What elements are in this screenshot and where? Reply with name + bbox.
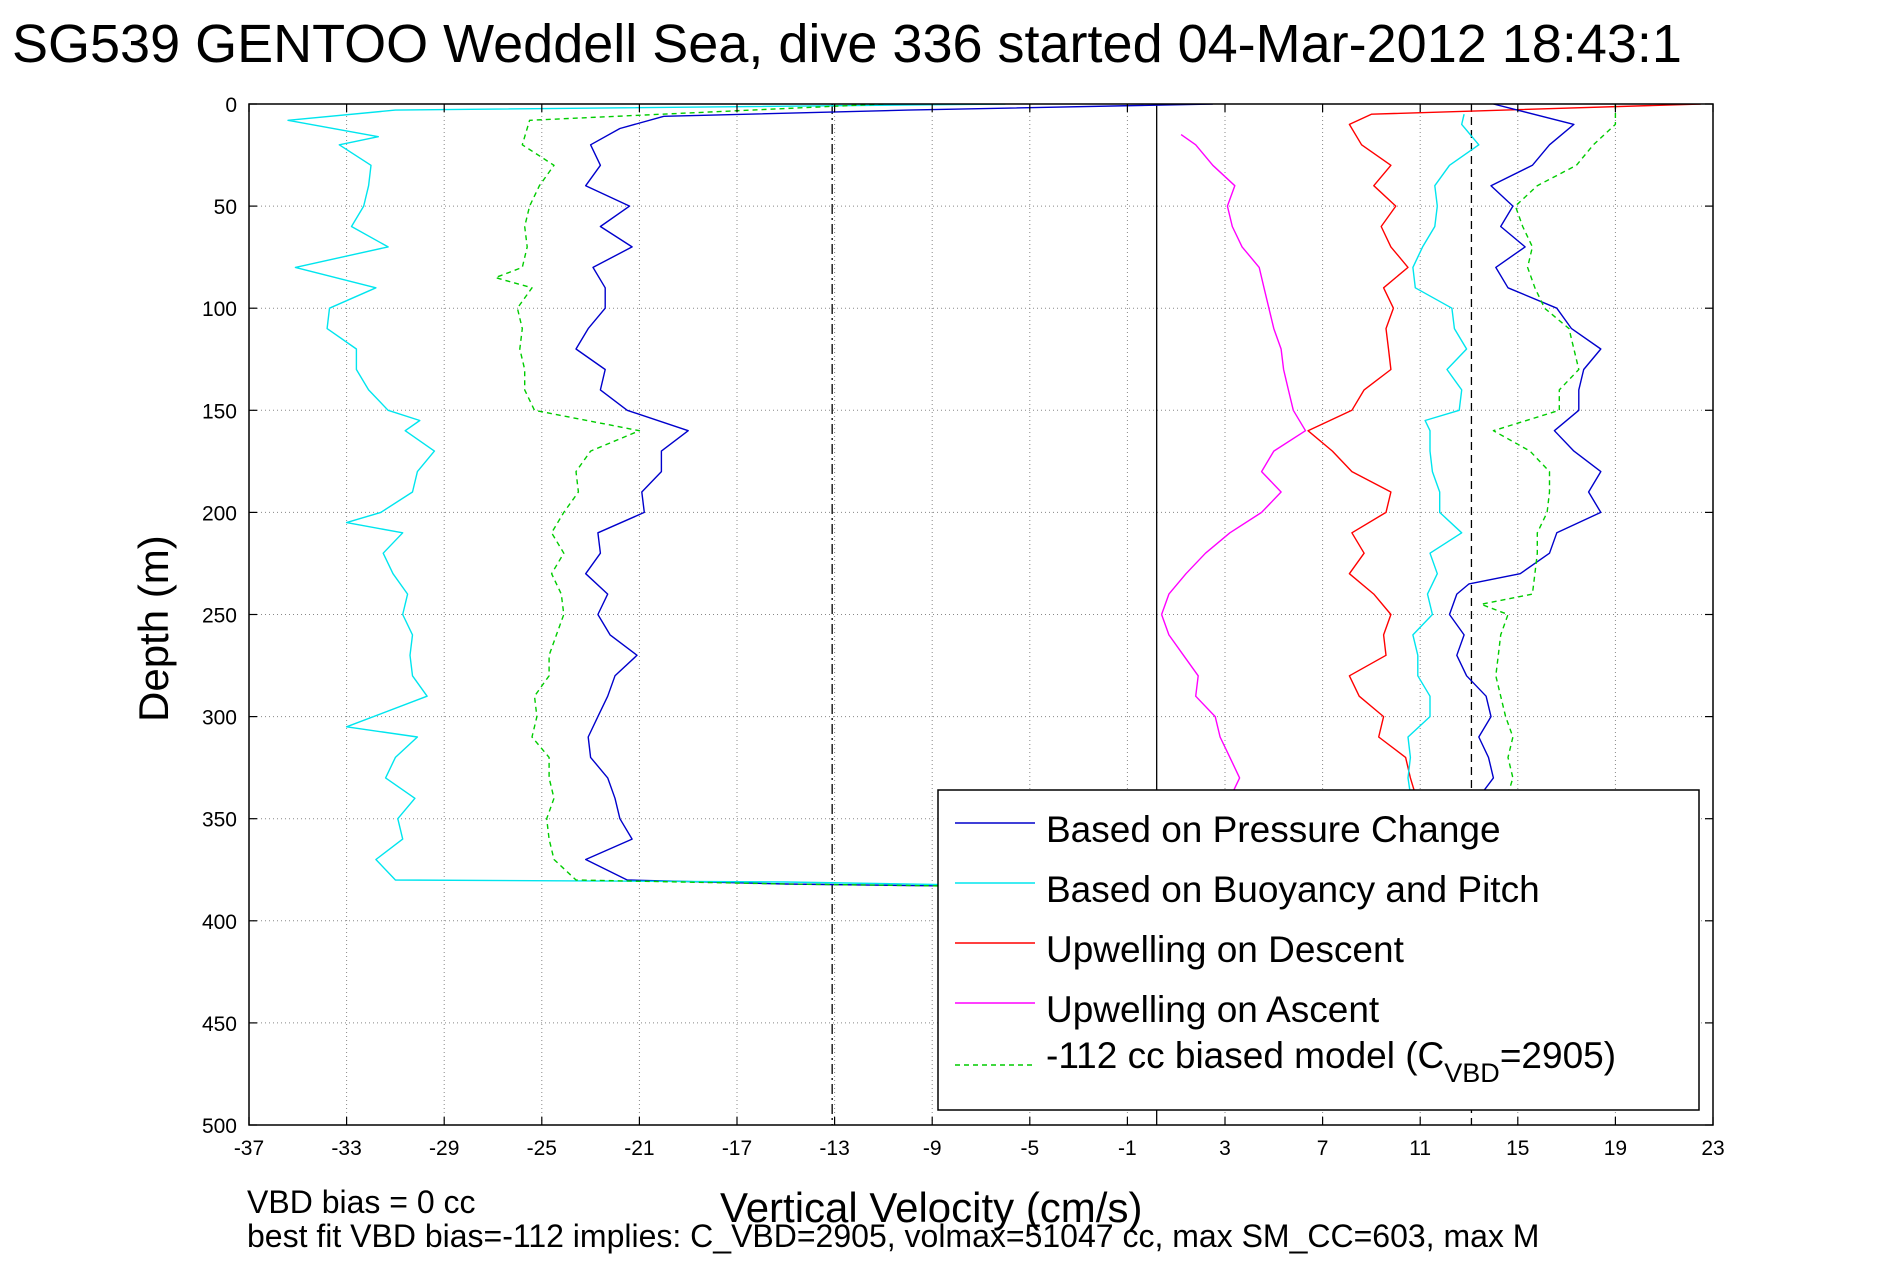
legend-label-model-sub: VBD	[1444, 1058, 1500, 1088]
legend-label-buoyancy: Based on Buoyancy and Pitch	[1046, 869, 1540, 910]
chart-title: SG539 GENTOO Weddell Sea, dive 336 start…	[12, 14, 1682, 74]
legend-label-model: -112 cc biased model (CVBD=2905)	[1046, 1035, 1616, 1088]
legend-label-model-main: -112 cc biased model (C	[1046, 1035, 1444, 1076]
series-line-0	[575, 104, 1213, 887]
x-tick-label: -33	[331, 1137, 361, 1160]
y-tick-label: 300	[202, 707, 237, 730]
footer-line-2: best fit VBD bias=-112 implies: C_VBD=29…	[247, 1218, 1539, 1254]
x-tick-label: 7	[1317, 1137, 1329, 1160]
x-tick-label: -21	[624, 1137, 654, 1160]
x-tick-label: 23	[1701, 1137, 1724, 1160]
legend-label-pressure: Based on Pressure Change	[1046, 809, 1501, 850]
x-axis-label: Vertical Velocity (cm/s)	[720, 1184, 1142, 1231]
legend-box	[937, 789, 1700, 1111]
x-tick-label: -29	[429, 1137, 459, 1160]
y-tick-label: 400	[202, 911, 237, 934]
y-tick-label: 500	[202, 1115, 237, 1138]
series-line-6	[1480, 104, 1617, 795]
legend: Based on Pressure Change Based on Buoyan…	[937, 789, 1700, 1111]
footer-line-1: VBD bias = 0 cc	[247, 1184, 476, 1220]
x-tick-label: 11	[1409, 1137, 1431, 1160]
series-line-3	[1307, 104, 1701, 795]
series-line-1	[287, 104, 1030, 887]
x-tick-label: -9	[923, 1137, 942, 1160]
y-axis-label: Depth (m)	[130, 535, 177, 722]
x-tick-label: 15	[1506, 1137, 1529, 1160]
y-tick-label: 100	[202, 298, 237, 321]
series-line-7	[1407, 114, 1480, 795]
y-tick-label: 0	[225, 94, 237, 117]
x-tick-label: -13	[819, 1137, 849, 1160]
series-line-2	[494, 104, 957, 887]
y-axis-ticks: 0 50 100 150 200 250 300 350 400 450 500	[202, 94, 1713, 1138]
legend-label-ascent: Upwelling on Ascent	[1046, 989, 1380, 1030]
y-tick-label: 50	[214, 196, 237, 219]
y-tick-label: 450	[202, 1013, 237, 1036]
x-tick-label: -37	[234, 1137, 264, 1160]
y-tick-label: 250	[202, 605, 237, 628]
series-line-4	[1160, 134, 1307, 799]
series-group	[287, 104, 1701, 887]
x-tick-label: -5	[1020, 1137, 1039, 1160]
y-tick-label: 200	[202, 502, 237, 525]
x-tick-label: -1	[1118, 1137, 1137, 1160]
series-line-5	[1448, 104, 1602, 795]
x-tick-label: -25	[527, 1137, 557, 1160]
x-axis-ticks: -37 -33 -29 -25 -21 -17 -13 -9 -5 -1 3 7 11 15 19 23	[234, 104, 1725, 1160]
x-tick-label: 3	[1219, 1137, 1231, 1160]
legend-label-descent: Upwelling on Descent	[1046, 929, 1405, 970]
y-tick-label: 150	[202, 400, 237, 423]
x-tick-label: -17	[722, 1137, 752, 1160]
x-tick-label: 19	[1604, 1137, 1627, 1160]
y-tick-label: 350	[202, 809, 237, 832]
legend-label-model-suffix: =2905)	[1500, 1035, 1616, 1076]
